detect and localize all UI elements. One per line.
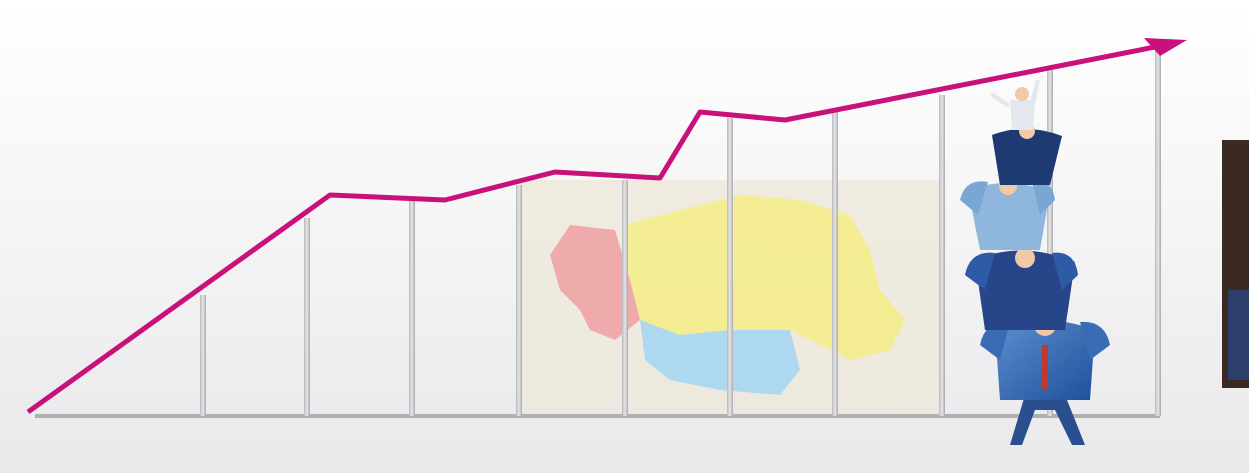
man-tie (1042, 345, 1048, 390)
photo-detail (1228, 290, 1249, 380)
post (832, 112, 838, 416)
post (516, 185, 522, 416)
man-body (1010, 100, 1035, 130)
post (727, 118, 733, 416)
illustration (0, 0, 1249, 473)
post (409, 200, 415, 416)
post (200, 295, 206, 416)
post (1155, 45, 1161, 416)
post (304, 218, 310, 416)
man-head (1015, 248, 1035, 268)
page (0, 0, 1249, 473)
post (622, 180, 628, 416)
post (939, 95, 945, 416)
man-head (1015, 87, 1029, 101)
